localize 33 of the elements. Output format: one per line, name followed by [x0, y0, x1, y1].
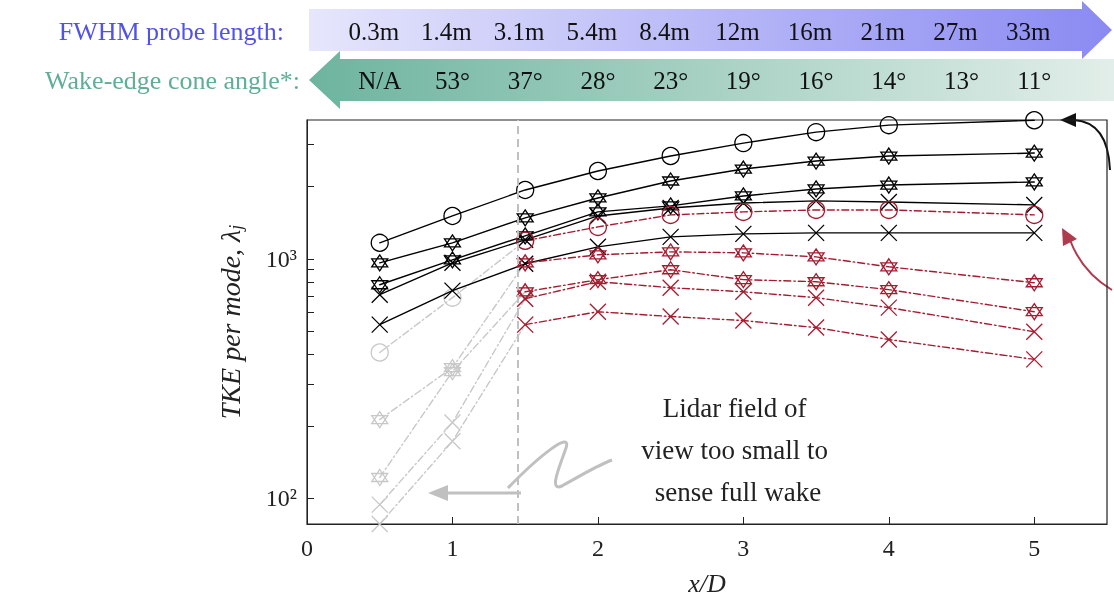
text: 1.4m [421, 17, 473, 45]
x-tick-label: 1 [446, 535, 459, 561]
x-axis-title: x/D [687, 568, 726, 598]
text: N/A [358, 66, 402, 94]
x-tick-label: 5 [1028, 535, 1041, 561]
text: 13° [944, 66, 980, 94]
x-tick-label: 3 [737, 535, 750, 561]
text: 33m [1006, 17, 1052, 45]
text: FWHM probe length: [58, 16, 284, 46]
text: Wake-edge cone angle*: [45, 65, 300, 95]
text: 16m [787, 17, 833, 45]
text: 11° [1017, 66, 1052, 94]
text: 3.1m [493, 17, 546, 45]
text: 8.4m [639, 17, 691, 45]
annotation: Lidar field of view too small to sense full wake [641, 393, 835, 507]
text: 23° [653, 66, 689, 94]
y-tick-label: 10³ [265, 245, 297, 272]
text: 37° [507, 66, 543, 94]
text: 27m [933, 17, 979, 45]
text: 5.4m [566, 17, 618, 45]
text: 21m [860, 17, 906, 45]
text: 19° [725, 66, 761, 94]
text: 53° [434, 66, 470, 94]
text: 14° [871, 66, 907, 94]
x-tick-label: 2 [591, 535, 604, 561]
y-tick-label: 10² [265, 485, 297, 512]
text: 16° [798, 66, 834, 94]
text: 12m [715, 17, 761, 45]
y-axis-title: TKE per mode, λj [214, 224, 246, 420]
text: 28° [580, 66, 616, 94]
text: 0.3m [348, 17, 400, 45]
x-tick-label: 0 [301, 535, 313, 561]
x-tick-label: 4 [882, 535, 895, 561]
